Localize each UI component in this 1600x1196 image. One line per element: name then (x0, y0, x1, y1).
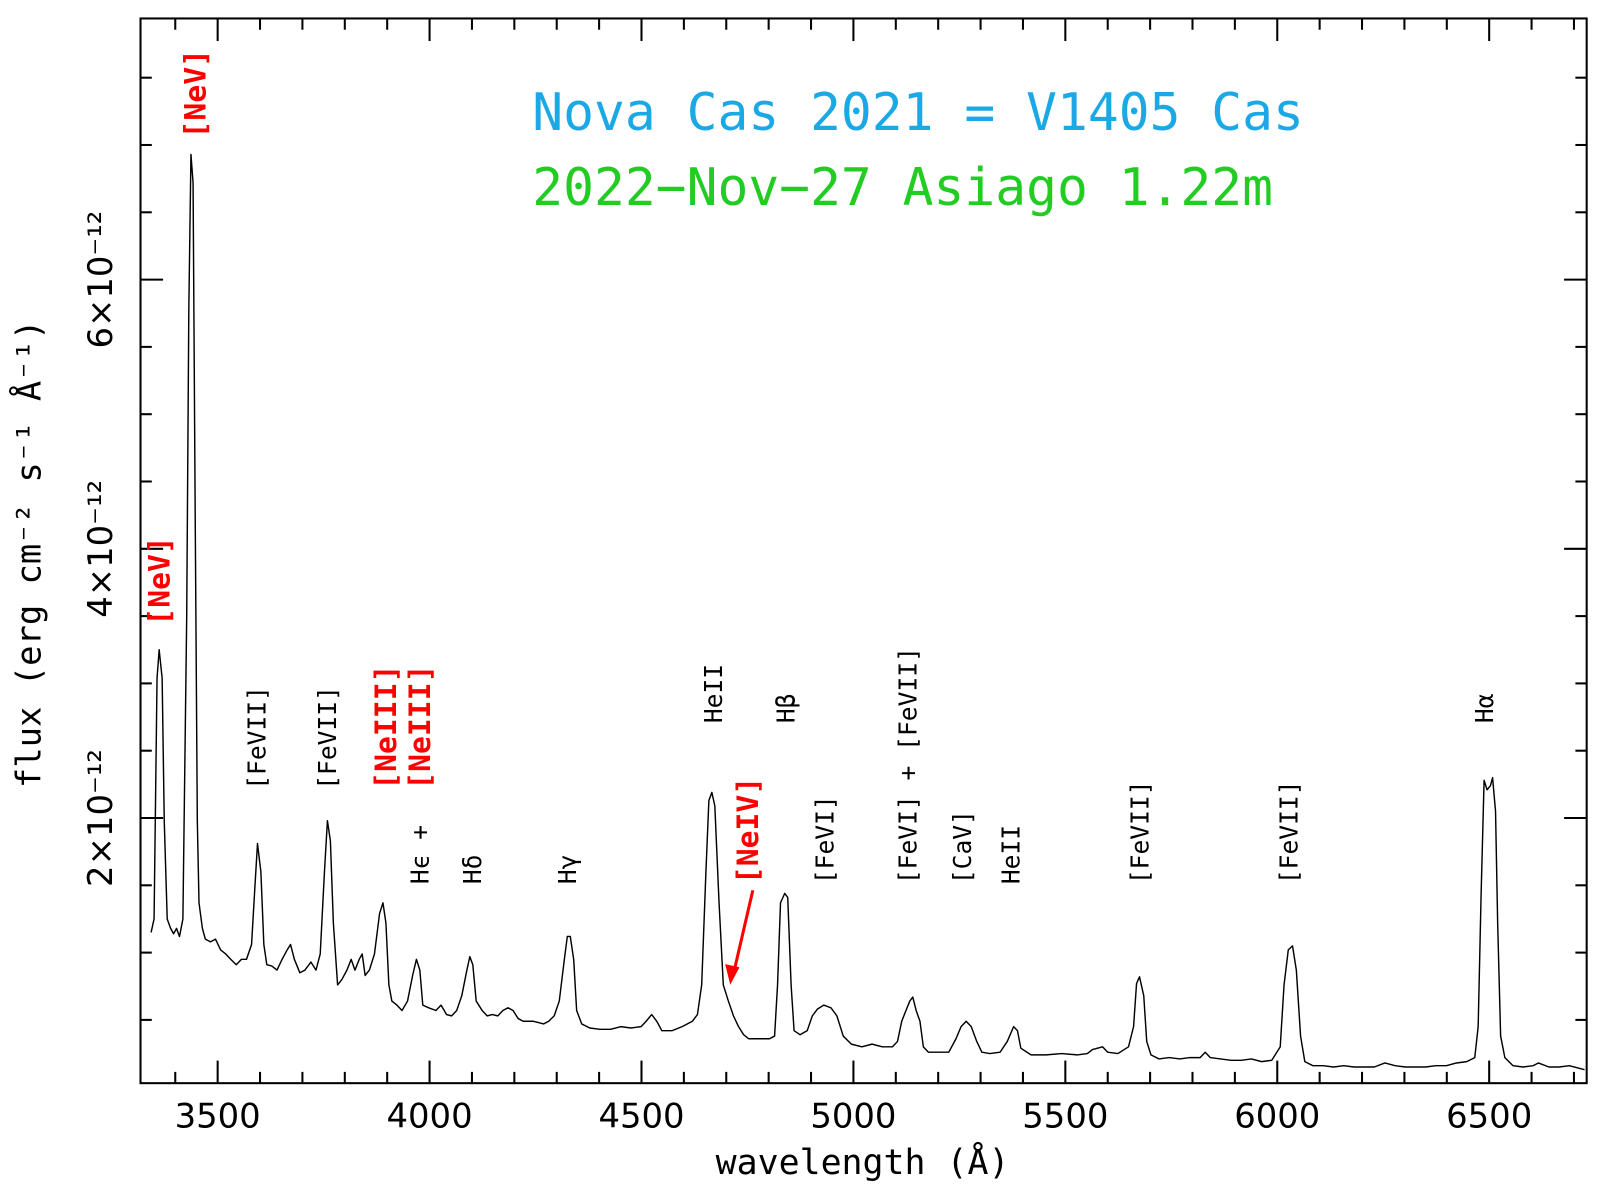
line-label: [NeIII] (369, 664, 404, 789)
x-tick-label: 4000 (387, 1097, 473, 1136)
line-label: [NeIV] (731, 777, 766, 884)
line-label: [NeV] (143, 536, 178, 626)
x-tick-label: 4500 (598, 1097, 684, 1136)
line-label: [FeVI] + [FeVII] (894, 647, 923, 884)
line-label: [FeVII] (1274, 780, 1303, 884)
x-tick-label: 5500 (1022, 1097, 1108, 1136)
y-tick-label: 2×10⁻¹² (81, 749, 120, 887)
line-label: [NeIII] (403, 664, 438, 789)
arrow-head (725, 964, 740, 985)
x-tick-label: 6500 (1446, 1097, 1532, 1136)
line-label: Hϵ + (406, 825, 435, 884)
line-label: [NeV] (178, 49, 213, 139)
y-tick-label: 4×10⁻¹² (81, 480, 120, 618)
line-label: [FeVI] (811, 795, 840, 884)
line-label: Hβ (772, 693, 801, 723)
neiv-arrow (725, 889, 755, 985)
plot-frame (139, 17, 1588, 1085)
line-label: [FeVII] (313, 686, 342, 790)
line-label: Hγ (553, 855, 582, 885)
line-label: [CaV] (948, 810, 977, 884)
x-tick-label: 5000 (810, 1097, 896, 1136)
x-tick-label: 6000 (1234, 1097, 1320, 1136)
line-label: [FeVII] (242, 686, 271, 790)
line-label: [FeVII] (1126, 780, 1155, 884)
chart-title: Nova Cas 2021 = V1405 Cas (532, 83, 1304, 143)
x-axis-label: wavelength (Å) (716, 1140, 1010, 1183)
line-label: HeII (699, 664, 728, 723)
line-label: Hδ (458, 855, 487, 885)
y-tick-label: 6×10⁻¹² (81, 211, 120, 349)
x-tick-label: 3500 (175, 1097, 261, 1136)
line-label: Hα (1470, 693, 1499, 723)
chart-subtitle: 2022−Nov−27 Asiago 1.22m (532, 158, 1273, 218)
line-label: HeII (996, 825, 1025, 884)
arrow-shaft (731, 889, 755, 975)
y-axis-label: flux (erg cm⁻² s⁻¹ Å⁻¹) (8, 320, 48, 788)
spectrum-line (150, 153, 1585, 1071)
